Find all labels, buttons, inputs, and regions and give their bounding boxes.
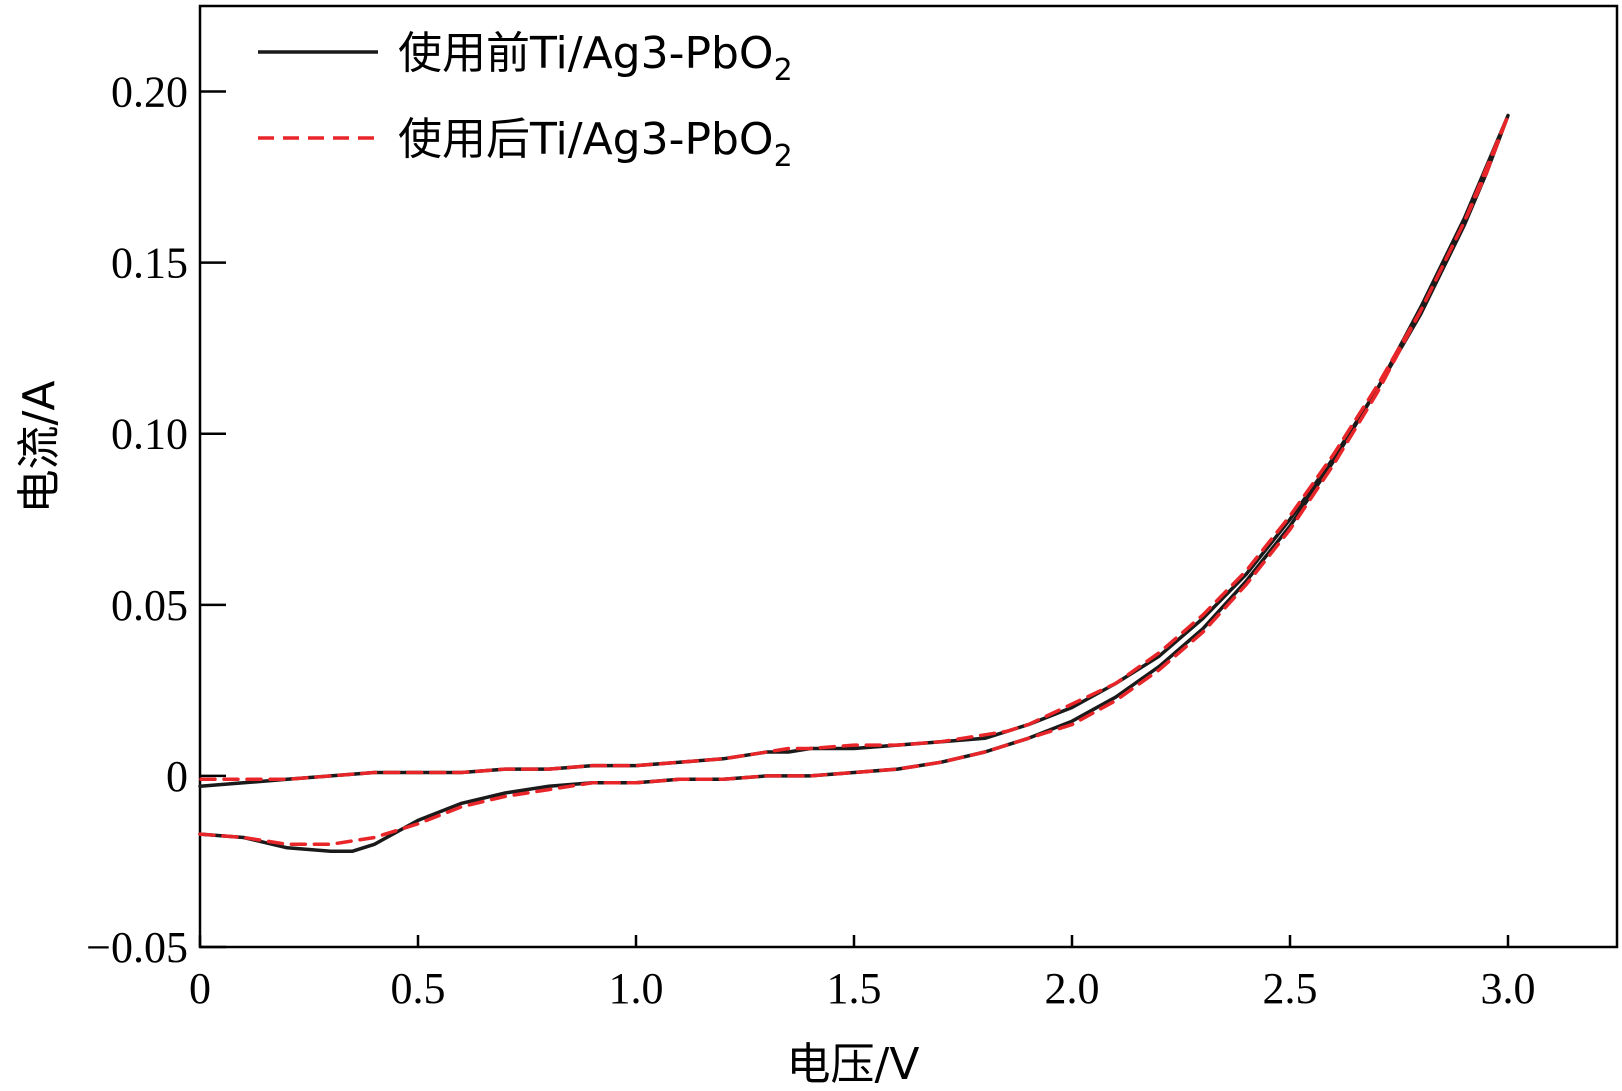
y-tick-label: 0.10 (111, 410, 188, 459)
x-tick-label: 2.0 (1045, 964, 1100, 1013)
plot-area (198, 4, 1619, 949)
legend-label-2: 使用后Ti/Ag3-PbO2 (398, 114, 793, 174)
plot-frame (198, 4, 1619, 949)
x-tick-label: 3.0 (1481, 964, 1536, 1013)
y-tick-label: 0.05 (111, 581, 188, 630)
series-line-2 (198, 113, 1510, 847)
x-tick-label: 0.5 (391, 964, 446, 1013)
y-tick-label: 0.15 (111, 239, 188, 288)
y-tick-label: 0.20 (111, 68, 188, 117)
y-axis-label: 电流/A (14, 381, 65, 514)
legend: 使用前Ti/Ag3-PbO2 使用后Ti/Ag3-PbO2 (258, 28, 793, 174)
x-axis-label: 电压/V (787, 1039, 920, 1090)
x-tick-label: 0 (189, 964, 211, 1013)
x-tick-label: 1.5 (827, 964, 882, 1013)
x-axis: 0 0.5 1.0 1.5 2.0 2.5 3.0 (189, 935, 1536, 1013)
legend-label-1: 使用前Ti/Ag3-PbO2 (398, 28, 793, 88)
y-axis: −0.05 0 0.05 0.10 0.15 0.20 (86, 68, 226, 972)
x-tick-label: 2.5 (1263, 964, 1318, 1013)
y-tick-label: −0.05 (86, 923, 188, 972)
x-tick-label: 1.0 (609, 964, 664, 1013)
y-tick-label: 0 (166, 752, 188, 801)
